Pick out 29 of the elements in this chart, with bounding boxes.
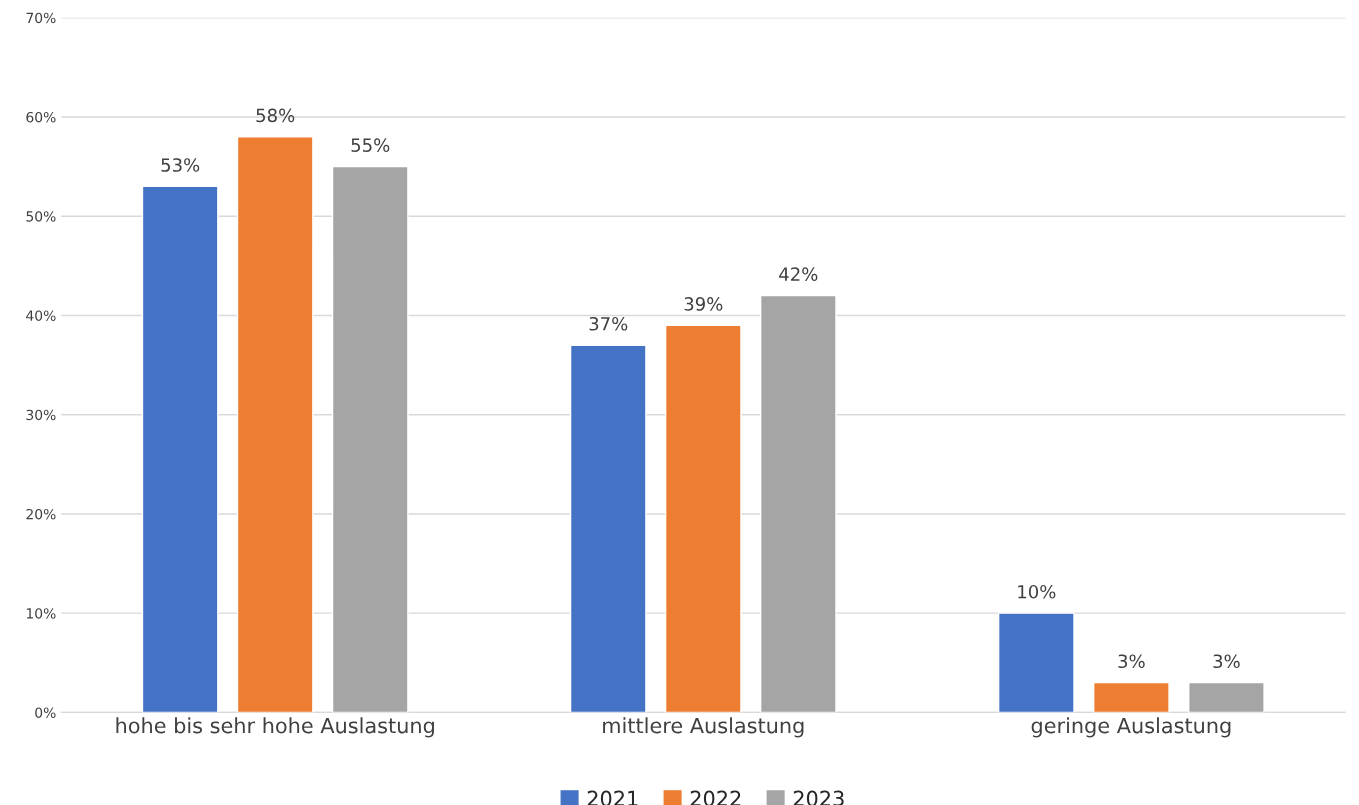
bar [664,324,742,713]
data-label: 55% [351,138,390,152]
data-label: 53% [161,158,200,172]
y-tick-label: 40% [26,310,56,321]
bar [759,294,837,713]
x-tick-label: hohe bis sehr hohe Auslastung [116,717,434,738]
data-label: 37% [589,316,628,331]
bar [141,185,219,713]
bar [1188,681,1265,713]
bar [569,344,647,713]
data-label: 3% [1213,654,1240,669]
x-tick-label: geringe Auslastung [1031,717,1231,738]
y-tick-label: 70% [26,12,56,24]
bar [1093,681,1170,713]
y-tick-label: 20% [26,508,56,520]
data-label: 10% [1018,584,1056,599]
data-label: 3% [1118,654,1145,669]
data-label: 39% [684,297,723,311]
y-tick-label: 30% [26,409,56,421]
y-tick-label: 60% [26,111,56,123]
y-tick-label: 50% [26,211,56,222]
data-label: 42% [779,267,818,281]
x-tick-label: mittlere Auslastung [603,717,804,738]
y-tick-label: 0% [35,707,56,718]
bar [331,165,409,713]
y-tick-label: 10% [26,608,56,619]
bar [236,136,314,713]
bar [997,612,1075,713]
data-label: 58% [256,108,295,123]
